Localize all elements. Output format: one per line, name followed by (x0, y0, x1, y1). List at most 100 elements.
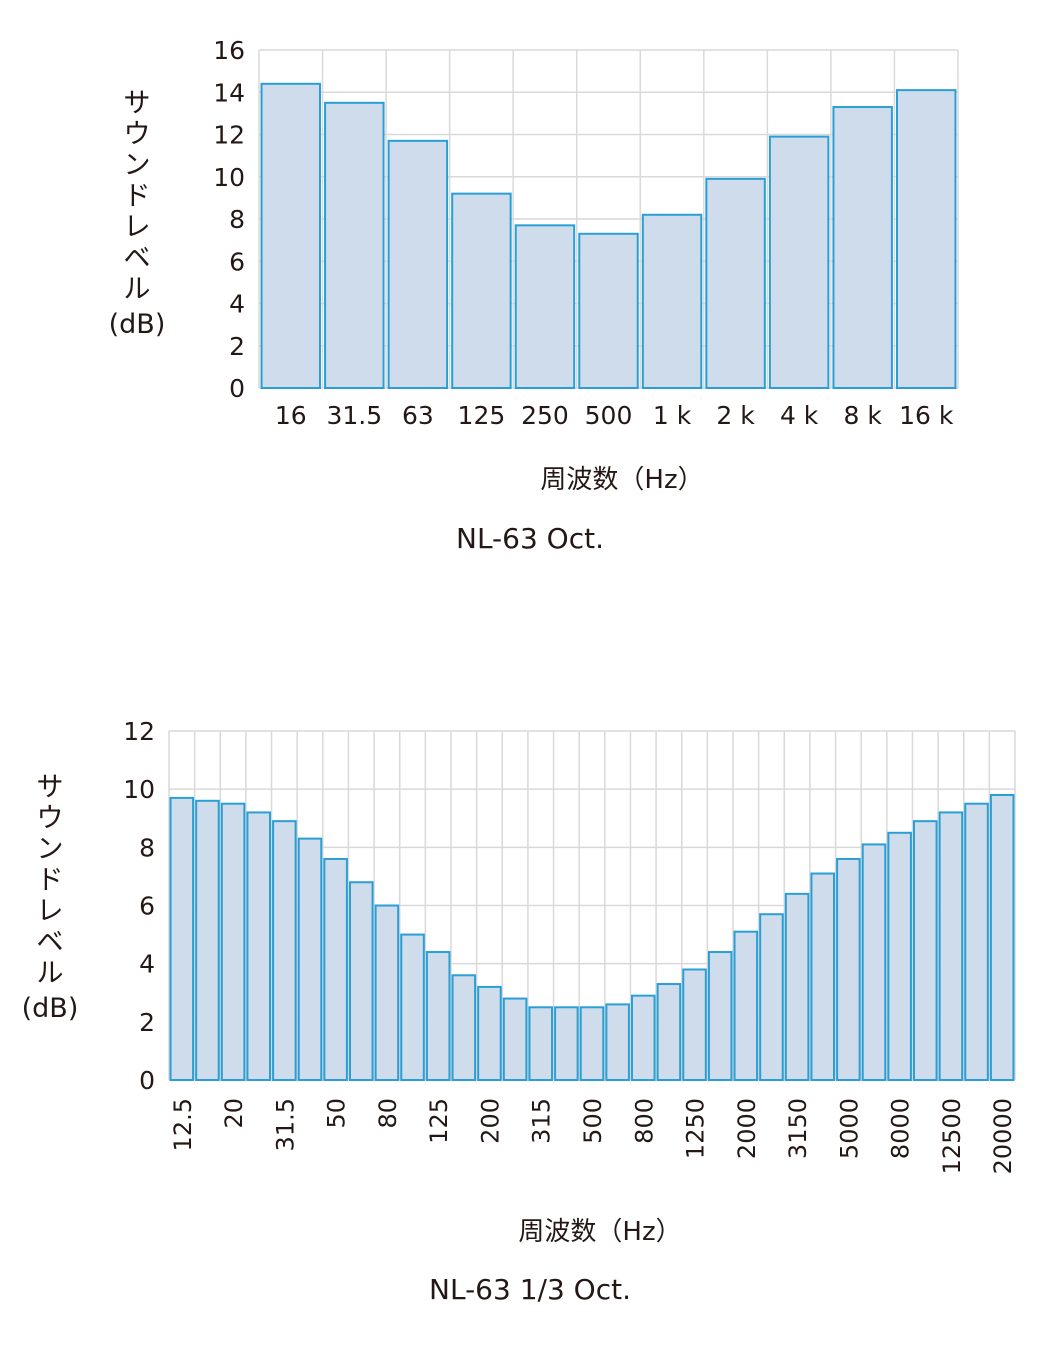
x-tick-label: 20 (220, 1098, 248, 1129)
x-tick-label: 500 (579, 1098, 607, 1144)
y-tick-label: 12 (213, 121, 245, 150)
x-tick-label: 31.5 (271, 1098, 299, 1151)
x-tick-label: 16 (275, 401, 307, 430)
x-tick-label: 31.5 (326, 401, 382, 430)
y-tick-label: 14 (213, 78, 245, 107)
bar (451, 192, 512, 389)
x-tick-label: 8000 (887, 1098, 915, 1159)
y-axis-title-unit: (dB) (109, 309, 166, 340)
bar (554, 1006, 579, 1081)
y-axis-title-char: サ (37, 772, 64, 803)
x-tick-label: 125 (425, 1098, 453, 1144)
bar (630, 994, 656, 1081)
y-tick-label: 2 (229, 332, 245, 361)
bar (579, 1006, 605, 1081)
x-tick-label: 4 k (780, 401, 819, 430)
bar (989, 793, 1015, 1081)
octave-chart-caption: NL-63 Oct. (456, 522, 604, 555)
y-axis-title-char: レ (124, 212, 151, 243)
x-axis-title: 周波数（Hz） (540, 465, 703, 495)
x-tick-label: 50 (323, 1098, 351, 1129)
y-axis-title-char: ル (124, 274, 151, 305)
bar (400, 933, 425, 1081)
bar (578, 232, 639, 389)
bar (832, 106, 893, 389)
third-octave-band-chart: 0 2 4 6 8 10 12 12.5 20 31.5 50 80 125 200 315 500 800 12… (0, 700, 1060, 1340)
y-axis-title-char: ン (37, 834, 64, 865)
y-tick-label: 10 (213, 163, 245, 192)
bar (861, 843, 887, 1081)
y-axis-title-char: ル (37, 958, 64, 989)
x-tick-label: 8 k (844, 401, 883, 430)
bar (784, 892, 810, 1081)
x-tick-label: 1 k (653, 401, 692, 430)
x-tick-label: 12.5 (169, 1098, 197, 1151)
bar (477, 985, 502, 1081)
bar (641, 213, 703, 389)
bar (387, 139, 449, 389)
bar (707, 951, 733, 1082)
y-tick-label: 0 (229, 374, 245, 403)
bar (451, 974, 477, 1081)
y-axis-title-char: ベ (124, 243, 151, 274)
x-tick-label: 500 (585, 401, 633, 430)
bar (733, 930, 759, 1081)
x-tick-label: 315 (528, 1098, 556, 1144)
bar (272, 820, 297, 1082)
y-tick-label: 8 (229, 205, 245, 234)
bar (374, 904, 400, 1081)
x-tick-label: 125 (458, 401, 506, 430)
y-axis-title-char: サ (124, 88, 151, 119)
y-axis-title-char: ベ (37, 927, 64, 958)
octave-band-chart-svg: 0 2 4 6 8 10 12 14 16 16 31.5 63 125 250 500 1 k 2 k 4 k 8… (109, 36, 959, 495)
bar (964, 802, 989, 1081)
y-tick-label: 4 (139, 950, 155, 979)
y-axis-title-char: ウ (124, 119, 151, 150)
x-tick-label: 12500 (938, 1098, 966, 1174)
bar (836, 857, 861, 1081)
bar (425, 951, 451, 1082)
y-tick-label: 12 (123, 717, 155, 746)
y-tick-label: 10 (123, 775, 155, 804)
bar (297, 837, 323, 1081)
y-tick-label: 6 (229, 247, 245, 276)
octave-band-chart: 0 2 4 6 8 10 12 14 16 16 31.5 63 125 250 500 1 k 2 k 4 k 8… (0, 0, 1060, 600)
bar (705, 177, 766, 389)
x-tick-label: 200 (476, 1098, 504, 1144)
y-tick-label: 6 (139, 892, 155, 921)
bar (759, 913, 784, 1081)
x-tick-label: 63 (402, 401, 434, 430)
y-tick-label: 2 (139, 1008, 155, 1037)
bar (502, 997, 528, 1082)
bar (938, 811, 964, 1082)
y-tick-label: 0 (139, 1066, 155, 1095)
bar (528, 1006, 554, 1081)
third-octave-band-chart-svg: 0 2 4 6 8 10 12 12.5 20 31.5 50 80 125 200 315 500 800 12… (22, 717, 1018, 1247)
x-tick-label: 800 (630, 1098, 658, 1144)
bar (912, 820, 938, 1082)
third-octave-chart-caption: NL-63 1/3 Oct. (429, 1273, 631, 1306)
x-tick-label: 1250 (682, 1098, 710, 1159)
y-axis-title-unit: (dB) (22, 993, 79, 1024)
bar (220, 802, 246, 1081)
x-tick-label: 20000 (989, 1098, 1017, 1174)
bar (514, 224, 576, 389)
bar (887, 831, 912, 1081)
y-axis-title-char: ド (37, 865, 64, 896)
x-tick-label: 3150 (784, 1098, 812, 1159)
bar (895, 89, 957, 389)
bar (169, 796, 195, 1082)
y-axis-title-char: ド (124, 181, 151, 212)
y-axis-title-char: ウ (37, 803, 64, 834)
bar (810, 872, 836, 1081)
x-axis-title: 周波数（Hz） (518, 1217, 681, 1247)
y-tick-label: 4 (229, 290, 245, 319)
bar (348, 881, 374, 1081)
y-tick-label: 8 (139, 833, 155, 862)
x-tick-label: 2 k (716, 401, 755, 430)
bar (605, 1003, 630, 1081)
bar (656, 983, 682, 1081)
bar (323, 857, 348, 1081)
